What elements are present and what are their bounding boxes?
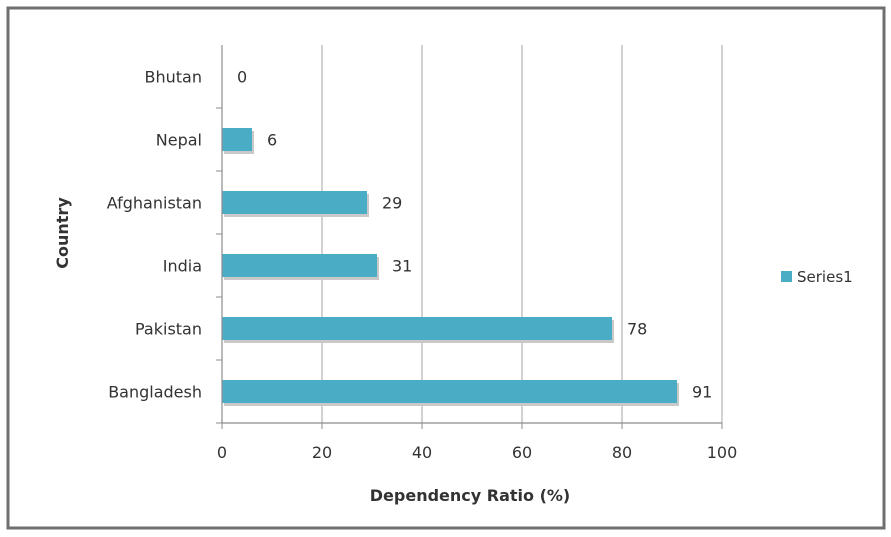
category-label: India <box>163 257 202 276</box>
y-axis-title: Country <box>53 197 72 269</box>
bar <box>222 128 252 151</box>
bar <box>222 380 677 403</box>
x-tick-label: 40 <box>412 443 432 462</box>
category-label: Pakistan <box>135 320 202 339</box>
labels: Dependency Ratio (%) Country 0 20 40 60 80 10… <box>53 68 737 506</box>
legend-label: Series1 <box>797 268 853 286</box>
x-tick-label: 60 <box>512 443 532 462</box>
legend-swatch <box>781 271 792 282</box>
bars <box>222 128 679 406</box>
x-axis-title: Dependency Ratio (%) <box>370 486 570 505</box>
category-label: Afghanistan <box>107 194 202 213</box>
data-label: 31 <box>392 257 412 276</box>
axes <box>216 45 723 429</box>
x-tick-label: 20 <box>312 443 332 462</box>
data-label: 6 <box>267 131 277 150</box>
grid-lines <box>321 45 723 423</box>
data-label: 78 <box>627 320 647 339</box>
category-label: Bangladesh <box>108 383 202 402</box>
legend: Series1 <box>781 268 853 286</box>
data-label: 0 <box>237 68 247 87</box>
category-label: Bhutan <box>145 68 202 87</box>
bar <box>222 317 612 340</box>
bar <box>222 191 367 214</box>
category-label: Nepal <box>156 131 202 150</box>
chart-border <box>6 6 886 530</box>
x-tick-label: 0 <box>217 443 227 462</box>
bar <box>222 254 377 277</box>
data-label: 91 <box>692 383 712 402</box>
x-tick-label: 80 <box>612 443 632 462</box>
x-tick-label: 100 <box>707 443 738 462</box>
data-label: 29 <box>382 194 402 213</box>
